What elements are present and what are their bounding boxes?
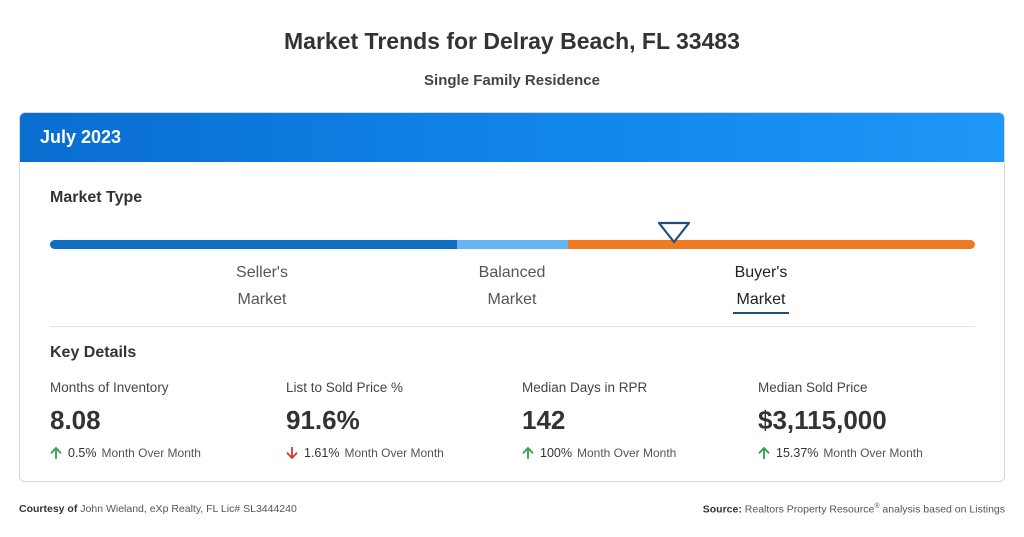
- source-label: Source:: [702, 503, 742, 516]
- stat-label: Median Sold Price: [758, 380, 868, 395]
- stat-change: 0.5% Month Over Month: [50, 446, 280, 460]
- selected-market-underline: [733, 312, 789, 314]
- change-period: Month Over Month: [576, 446, 677, 460]
- stat-change: 15.37% Month Over Month: [758, 446, 988, 460]
- change-percent: 1.61%: [304, 446, 340, 460]
- courtesy-label: Courtesy of: [19, 503, 78, 515]
- change-percent: 0.5%: [68, 446, 97, 460]
- balanced-market-segment: [457, 240, 568, 249]
- balanced-market-label: Balanced Market: [478, 264, 546, 308]
- key-details-heading: Key Details: [50, 344, 137, 361]
- stat-median-sold-price: Median Sold Price $3,115,000 15.37% Mont…: [758, 380, 988, 460]
- stat-change: 1.61% Month Over Month: [286, 446, 516, 460]
- change-percent: 15.37%: [776, 446, 819, 460]
- source-text: Realtors Property Resource: [744, 503, 875, 516]
- stat-value: 142: [522, 405, 566, 435]
- page-subtitle: Single Family Residence: [424, 72, 600, 89]
- section-divider: [50, 326, 975, 327]
- stat-value: 8.08: [50, 405, 101, 435]
- seller-market-segment: [50, 240, 457, 249]
- page-title: Market Trends for Delray Beach, FL 33483: [284, 28, 740, 54]
- stat-value: 91.6%: [286, 405, 360, 435]
- change-period: Month Over Month: [823, 446, 923, 460]
- courtesy-footer: Courtesy of John Wieland, eXp Realty, FL…: [19, 503, 297, 515]
- arrow-up-icon: [50, 447, 62, 459]
- buyer-market-segment: [568, 240, 975, 249]
- period-label: July 2023: [40, 127, 122, 147]
- arrow-up-icon: [522, 447, 534, 459]
- stat-label: Median Days in RPR: [522, 380, 648, 395]
- buyer-market-label: Buyer's Market: [734, 264, 788, 308]
- market-trends-card: July 2023 Market Type Seller's Market Ba…: [19, 112, 1005, 482]
- stat-months-of-inventory: Months of Inventory 8.08 0.5% Month Over…: [50, 380, 280, 460]
- market-type-heading: Market Type: [50, 189, 143, 206]
- stat-label: Months of Inventory: [50, 380, 169, 395]
- change-period: Month Over Month: [101, 446, 201, 460]
- stat-median-days-in-rpr: Median Days in RPR 142 100% Month Over M…: [522, 380, 752, 460]
- stat-label: List to Sold Price %: [286, 380, 404, 395]
- registered-mark: ®: [874, 503, 880, 510]
- seller-market-label: Seller's Market: [236, 264, 288, 308]
- change-period: Month Over Month: [344, 446, 444, 460]
- stat-value: $3,115,000: [758, 405, 887, 435]
- stat-list-to-sold-price: List to Sold Price % 91.6% 1.61% Month O…: [286, 380, 516, 460]
- arrow-up-icon: [758, 447, 770, 459]
- change-percent: 100%: [540, 446, 572, 460]
- source-footer: Source: Realtors Property Resource® anal…: [703, 503, 1005, 516]
- stat-change: 100% Month Over Month: [522, 446, 752, 460]
- card-header: July 2023: [20, 113, 1004, 162]
- market-indicator-icon: [657, 221, 691, 244]
- market-type-scale: [50, 240, 975, 249]
- arrow-down-icon: [286, 447, 298, 459]
- courtesy-text: John Wieland, eXp Realty, FL Lic# SL3444…: [80, 503, 297, 515]
- source-suffix: analysis based on Listings: [882, 503, 1005, 516]
